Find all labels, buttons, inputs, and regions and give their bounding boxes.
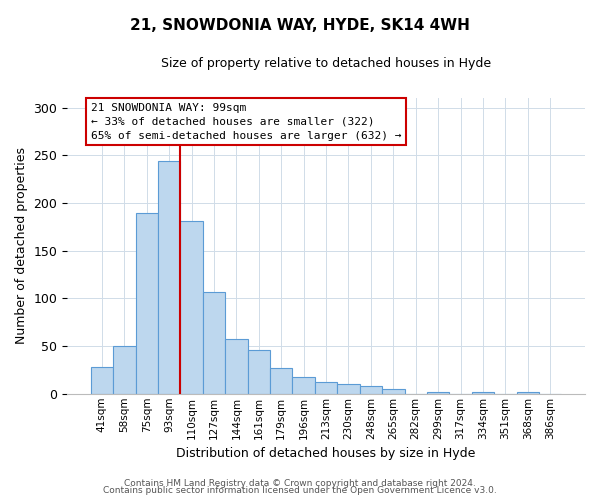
Bar	[337, 384, 360, 394]
Text: 21 SNOWDONIA WAY: 99sqm
← 33% of detached houses are smaller (322)
65% of semi-d: 21 SNOWDONIA WAY: 99sqm ← 33% of detache…	[91, 103, 401, 141]
Bar	[315, 382, 337, 394]
Bar	[270, 368, 292, 394]
Bar	[427, 392, 449, 394]
Y-axis label: Number of detached properties: Number of detached properties	[15, 148, 28, 344]
Bar	[181, 221, 203, 394]
Bar	[225, 340, 248, 394]
Bar	[91, 367, 113, 394]
Bar	[203, 292, 225, 394]
X-axis label: Distribution of detached houses by size in Hyde: Distribution of detached houses by size …	[176, 447, 476, 460]
Bar	[248, 350, 270, 394]
Bar	[517, 392, 539, 394]
Bar	[136, 212, 158, 394]
Bar	[360, 386, 382, 394]
Bar	[472, 392, 494, 394]
Text: 21, SNOWDONIA WAY, HYDE, SK14 4WH: 21, SNOWDONIA WAY, HYDE, SK14 4WH	[130, 18, 470, 32]
Bar	[292, 376, 315, 394]
Text: Contains HM Land Registry data © Crown copyright and database right 2024.: Contains HM Land Registry data © Crown c…	[124, 478, 476, 488]
Bar	[158, 161, 181, 394]
Bar	[113, 346, 136, 394]
Text: Contains public sector information licensed under the Open Government Licence v3: Contains public sector information licen…	[103, 486, 497, 495]
Title: Size of property relative to detached houses in Hyde: Size of property relative to detached ho…	[161, 58, 491, 70]
Bar	[382, 389, 404, 394]
